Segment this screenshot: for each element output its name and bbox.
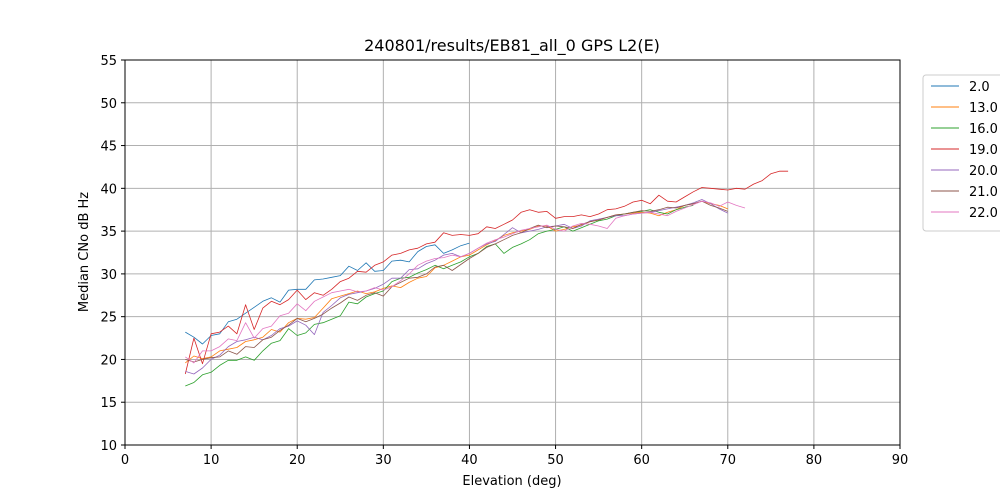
y-axis-label: Median CNo dB Hz xyxy=(77,192,92,312)
legend-box xyxy=(922,74,1000,232)
legend-label: 21.0 xyxy=(969,185,998,200)
x-axis-label: Elevation (deg) xyxy=(462,474,561,489)
y-tick-label: 40 xyxy=(100,182,117,197)
series-line-19-0 xyxy=(184,170,789,375)
plot-frame xyxy=(124,59,901,446)
x-tick-label: 20 xyxy=(289,453,306,468)
y-tick-label: 15 xyxy=(100,396,117,411)
y-tick-label: 45 xyxy=(100,140,117,155)
y-tick-label: 10 xyxy=(100,439,117,454)
y-tick-label: 50 xyxy=(100,97,117,112)
axis-ticks: 0 10 20 30 40 50 60 70 80 90 10 15 20 25 30 35 40 45 50 55 xyxy=(100,54,908,468)
y-tick-label: 35 xyxy=(100,225,117,240)
series-layer xyxy=(184,170,789,387)
series-line-2-0 xyxy=(185,242,470,345)
x-tick-label: 30 xyxy=(375,453,392,468)
y-tick-label: 30 xyxy=(100,268,117,283)
x-tick-label: 80 xyxy=(806,453,823,468)
legend-label: 13.0 xyxy=(969,101,998,116)
legend-label: 22.0 xyxy=(969,206,998,221)
x-tick-label: 10 xyxy=(203,453,220,468)
y-tick-label: 25 xyxy=(100,311,117,326)
series-line-13-0 xyxy=(185,200,728,364)
legend: 2.0 13.0 16.0 19.0 20.0 21.0 22.0 xyxy=(922,74,1000,232)
legend-label: 20.0 xyxy=(969,164,998,179)
x-tick-label: 40 xyxy=(461,453,478,468)
series-line-16-0 xyxy=(185,205,694,387)
x-tick-label: 50 xyxy=(547,453,564,468)
x-tick-label: 60 xyxy=(633,453,650,468)
grid-lines xyxy=(124,59,901,446)
legend-label: 2.0 xyxy=(969,80,990,95)
series-line-21-0 xyxy=(185,200,728,363)
legend-label: 19.0 xyxy=(969,143,998,158)
x-tick-label: 90 xyxy=(892,453,909,468)
y-tick-label: 55 xyxy=(100,54,117,69)
y-tick-label: 20 xyxy=(100,353,117,368)
x-tick-label: 0 xyxy=(121,453,129,468)
legend-label: 16.0 xyxy=(969,122,998,137)
series-line-22-0 xyxy=(185,200,746,364)
x-tick-label: 70 xyxy=(720,453,737,468)
chart-title: 240801/results/EB81_all_0 GPS L2(E) xyxy=(364,36,660,56)
